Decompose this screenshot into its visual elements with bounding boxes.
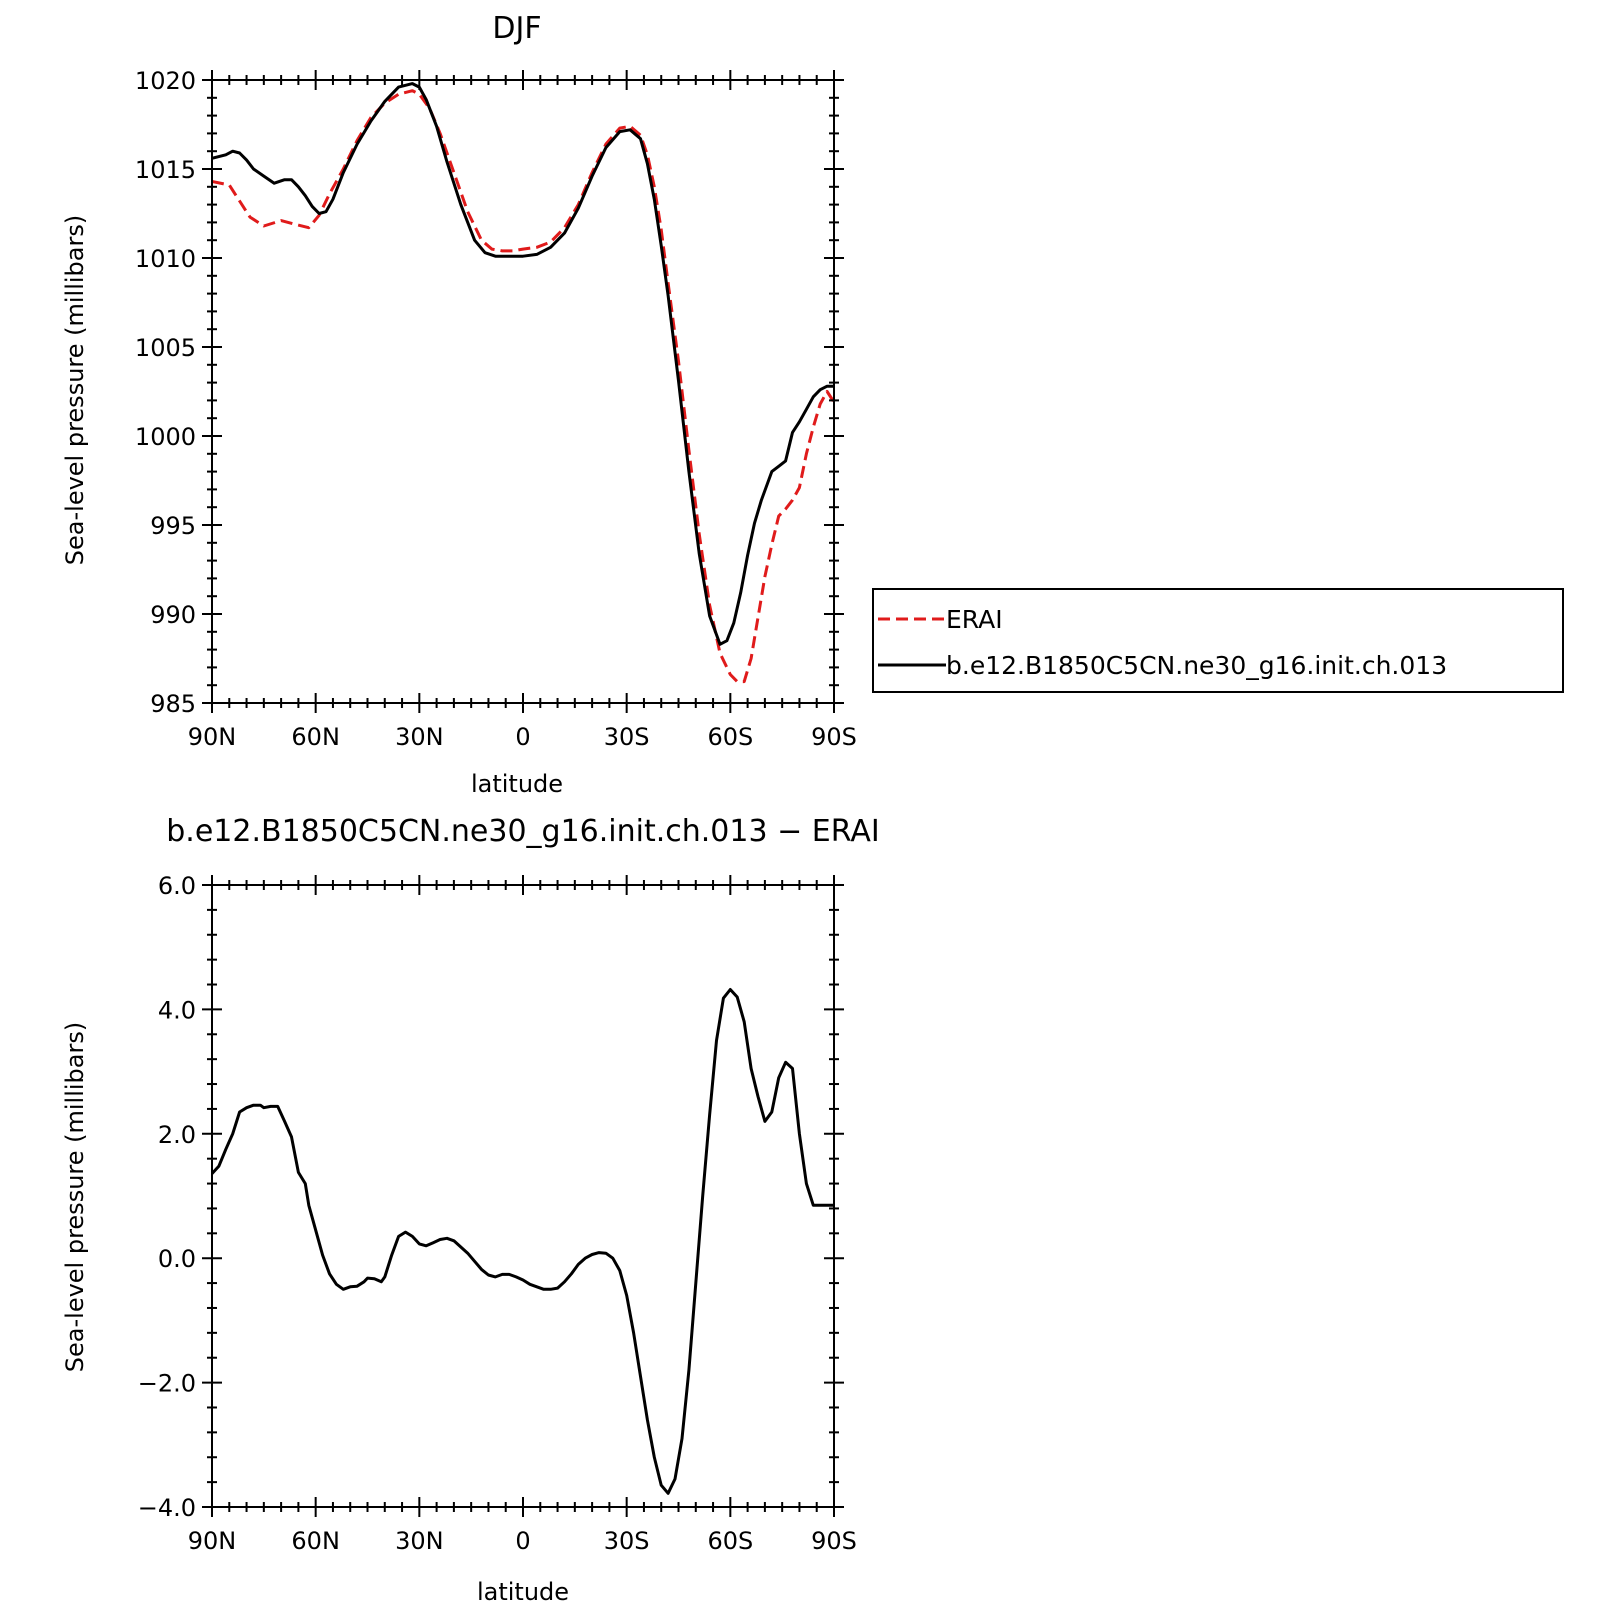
- bottom-chart-plot-frame: [211, 884, 835, 1508]
- bottom-chart-x-axis-title: latitude: [477, 1578, 569, 1606]
- legend-erai-label: ERAI: [946, 605, 1003, 634]
- top-chart-x-tick-label: 60N: [291, 723, 340, 751]
- top-chart-x-tick-label: 90S: [811, 723, 857, 751]
- bottom-chart-y-tick-label: 0.0: [158, 1245, 196, 1273]
- top-chart-x-tick-label: 0: [515, 723, 530, 751]
- top-chart-series-line-1: [212, 82, 834, 646]
- bottom-chart-y-tick-label: −2.0: [138, 1370, 196, 1398]
- bottom-chart-title: b.e12.B1850C5CN.ne30_g16.init.ch.013 − E…: [166, 814, 879, 849]
- top-chart-x-tick-label: 60S: [707, 723, 753, 751]
- top-chart-legend: ERAI b.e12.B1850C5CN.ne30_g16.init.ch.01…: [872, 588, 1564, 693]
- top-chart-x-tick-label: 90N: [188, 723, 237, 751]
- bottom-chart-x-tick-label: 0: [515, 1527, 530, 1555]
- top-chart-y-tick-label: 985: [150, 690, 196, 718]
- bottom-chart-x-tick-label: 90N: [188, 1527, 237, 1555]
- bottom-chart-y-tick-label: 2.0: [158, 1121, 196, 1149]
- top-chart-plot-frame: [211, 79, 835, 704]
- top-chart-y-tick-label: 990: [150, 601, 196, 629]
- top-chart-panel: DJF Sea-level pressure (millibars) latit…: [61, 11, 857, 798]
- legend-frame: [872, 588, 1564, 693]
- top-chart-y-tick-label: 1000: [135, 423, 196, 451]
- bottom-chart-y-axis-title: Sea-level pressure (millibars): [61, 1022, 89, 1372]
- top-chart-y-tick-label: 1005: [135, 334, 196, 362]
- top-chart-x-tick-label: 30S: [604, 723, 650, 751]
- bottom-chart-y-tick-label: −4.0: [138, 1494, 196, 1522]
- top-chart-y-tick-label: 1010: [135, 245, 196, 273]
- top-chart-y-tick-label: 995: [150, 512, 196, 540]
- bottom-chart-x-tick-label: 60S: [707, 1527, 753, 1555]
- top-chart-title: DJF: [492, 11, 541, 46]
- top-chart-y-tick-label: 1020: [135, 67, 196, 95]
- legend-model-label: b.e12.B1850C5CN.ne30_g16.init.ch.013: [946, 651, 1447, 680]
- bottom-chart-x-tick-label: 60N: [291, 1527, 340, 1555]
- top-chart-y-axis-title: Sea-level pressure (millibars): [61, 215, 89, 565]
- top-chart-x-tick-label: 30N: [395, 723, 444, 751]
- bottom-chart-y-tick-label: 6.0: [158, 872, 196, 900]
- bottom-chart-series-line-0: [212, 988, 834, 1495]
- bottom-chart-y-tick-label: 4.0: [158, 996, 196, 1024]
- top-chart-x-axis-title: latitude: [471, 770, 563, 798]
- bottom-chart-x-tick-label: 90S: [811, 1527, 857, 1555]
- bottom-chart-x-tick-label: 30N: [395, 1527, 444, 1555]
- bottom-chart-x-tick-label: 30S: [604, 1527, 650, 1555]
- bottom-chart-panel: b.e12.B1850C5CN.ne30_g16.init.ch.013 − E…: [61, 814, 880, 1606]
- top-chart-y-tick-label: 1015: [135, 156, 196, 184]
